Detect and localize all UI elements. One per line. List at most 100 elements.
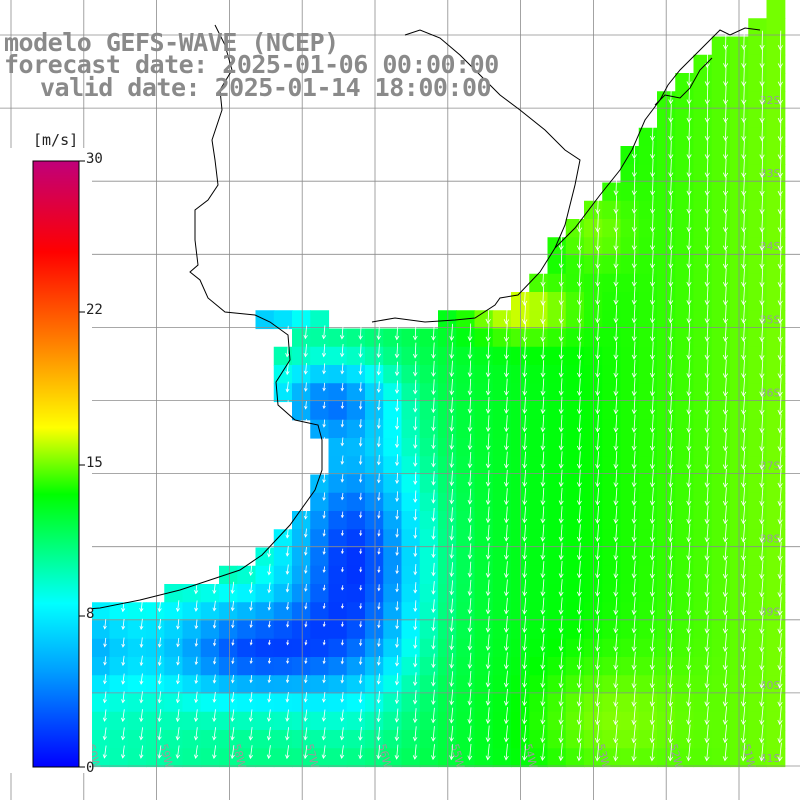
colorbar-tick-15: 15 [86, 455, 103, 471]
wind-arrow [194, 619, 199, 630]
wind-cell [292, 638, 311, 658]
wind-arrow [576, 742, 582, 762]
wind-arrow [649, 651, 655, 671]
wind-arrow [157, 745, 162, 759]
wind-cell [292, 693, 311, 713]
wind-cell [602, 438, 622, 457]
wind-arrow [231, 639, 235, 646]
wind-arrow [668, 615, 674, 634]
wind-cell [346, 693, 366, 713]
wind-cell [474, 693, 494, 713]
wind-cell [419, 693, 439, 713]
wind-cell [310, 638, 330, 658]
wind-cell [547, 273, 567, 293]
wind-cell [365, 693, 384, 713]
wind-arrow [704, 706, 710, 726]
wind-cell [529, 456, 549, 476]
wind-cell [164, 602, 184, 622]
wind-cell [456, 657, 476, 676]
wind-arrow [649, 450, 655, 470]
wind-arrow [395, 637, 399, 649]
wind-arrow [449, 634, 454, 651]
wind-arrow [631, 633, 637, 652]
wind-cell [346, 419, 366, 439]
wind-cell [109, 638, 129, 658]
wind-arrow [741, 614, 747, 634]
wind-arrow [722, 377, 729, 397]
wind-arrow [686, 706, 692, 726]
wind-cell [529, 565, 549, 585]
wind-arrow [759, 194, 765, 215]
wind-cell [675, 711, 695, 731]
wind-arrow [595, 487, 601, 506]
wind-cell [383, 565, 403, 585]
wind-arrow [668, 542, 674, 561]
lat-label: 35S [760, 313, 781, 326]
wind-arrow [704, 176, 710, 196]
wind-cell [492, 693, 512, 713]
wind-arrow [576, 250, 583, 269]
wind-arrow [595, 414, 601, 433]
wind-arrow [613, 724, 619, 744]
wind-cell [346, 511, 366, 530]
wind-arrow [249, 601, 253, 612]
wind-cell [328, 346, 348, 366]
wind-arrow [704, 432, 710, 452]
wind-cell [638, 438, 658, 457]
wind-cell [529, 620, 549, 640]
wind-arrow [576, 451, 582, 470]
wind-cell [730, 492, 749, 512]
wind-arrow [613, 633, 619, 652]
wind-arrow [431, 671, 436, 687]
wind-cell [328, 438, 348, 457]
wind-cell [346, 529, 366, 549]
wind-arrow [759, 85, 765, 105]
wind-arrow [194, 691, 199, 704]
wind-cell [365, 365, 384, 384]
wind-cell [346, 547, 366, 567]
wind-cell [91, 657, 111, 676]
wind-cell [675, 657, 695, 676]
wind-arrow [777, 158, 783, 178]
wind-cell [419, 602, 439, 622]
wind-cell [456, 365, 476, 384]
wind-arrow [358, 744, 363, 760]
wind-cell [730, 474, 749, 494]
lon-label: 55W [448, 742, 467, 770]
wind-cell [182, 584, 202, 603]
wind-arrow [522, 396, 528, 415]
wind-cell [182, 620, 202, 640]
wind-arrow [322, 692, 326, 703]
wind-arrow [322, 492, 326, 501]
wind-arrow [686, 250, 692, 269]
wind-arrow [741, 30, 747, 51]
wind-cell [638, 383, 658, 403]
wind-arrow [777, 322, 783, 343]
wind-arrow [759, 706, 765, 726]
wind-arrow [467, 470, 473, 487]
wind-arrow [759, 395, 765, 416]
wind-cell [675, 675, 695, 695]
wind-cell [146, 620, 165, 640]
wind-cell [383, 693, 403, 713]
wind-arrow [668, 286, 674, 306]
wind-cell [383, 511, 403, 530]
wind-arrow [522, 285, 528, 306]
wind-arrow [631, 286, 637, 306]
wind-cell [547, 638, 567, 658]
wind-cell [675, 693, 695, 713]
wind-arrow [322, 547, 326, 555]
wind-arrow [649, 669, 655, 689]
wind-arrow [613, 213, 619, 233]
wind-arrow [686, 396, 692, 415]
wind-arrow [467, 743, 473, 761]
wind-cell [730, 711, 749, 731]
wind-cell [346, 492, 366, 512]
wind-cell [638, 255, 658, 275]
wind-arrow [339, 325, 345, 340]
wind-cell [620, 255, 640, 275]
wind-arrow [340, 419, 345, 428]
wind-arrow [540, 268, 546, 287]
wind-cell [219, 675, 238, 695]
